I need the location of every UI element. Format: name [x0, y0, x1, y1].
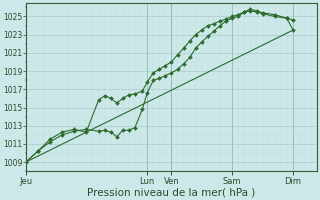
X-axis label: Pression niveau de la mer( hPa ): Pression niveau de la mer( hPa ): [87, 187, 256, 197]
